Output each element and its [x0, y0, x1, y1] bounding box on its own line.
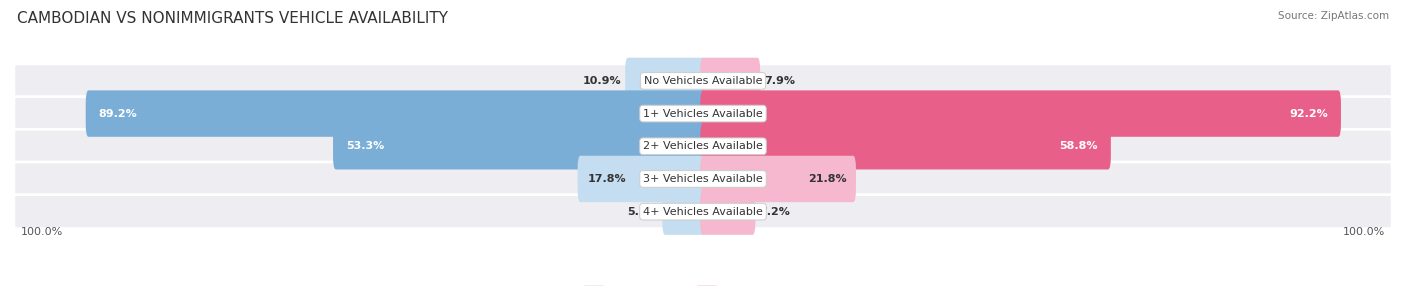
Text: 58.8%: 58.8%: [1059, 141, 1098, 151]
Text: 7.9%: 7.9%: [765, 76, 796, 86]
Text: 1+ Vehicles Available: 1+ Vehicles Available: [643, 109, 763, 119]
Text: No Vehicles Available: No Vehicles Available: [644, 76, 762, 86]
FancyBboxPatch shape: [700, 156, 856, 202]
Legend: Cambodian, Nonimmigrants: Cambodian, Nonimmigrants: [579, 281, 827, 286]
FancyBboxPatch shape: [14, 97, 1392, 131]
Text: 17.8%: 17.8%: [588, 174, 626, 184]
FancyBboxPatch shape: [14, 195, 1392, 229]
FancyBboxPatch shape: [14, 64, 1392, 98]
Text: 5.5%: 5.5%: [627, 207, 658, 217]
Text: CAMBODIAN VS NONIMMIGRANTS VEHICLE AVAILABILITY: CAMBODIAN VS NONIMMIGRANTS VEHICLE AVAIL…: [17, 11, 449, 26]
Text: 2+ Vehicles Available: 2+ Vehicles Available: [643, 141, 763, 151]
FancyBboxPatch shape: [333, 123, 706, 170]
FancyBboxPatch shape: [700, 58, 761, 104]
Text: 7.2%: 7.2%: [759, 207, 790, 217]
FancyBboxPatch shape: [626, 58, 706, 104]
FancyBboxPatch shape: [578, 156, 706, 202]
Text: 100.0%: 100.0%: [1343, 227, 1385, 237]
FancyBboxPatch shape: [700, 90, 1341, 137]
Text: 21.8%: 21.8%: [807, 174, 846, 184]
Text: 10.9%: 10.9%: [582, 76, 621, 86]
FancyBboxPatch shape: [700, 123, 1111, 170]
FancyBboxPatch shape: [86, 90, 706, 137]
Text: 53.3%: 53.3%: [346, 141, 384, 151]
FancyBboxPatch shape: [14, 162, 1392, 196]
Text: Source: ZipAtlas.com: Source: ZipAtlas.com: [1278, 11, 1389, 21]
FancyBboxPatch shape: [662, 188, 706, 235]
FancyBboxPatch shape: [700, 188, 755, 235]
Text: 92.2%: 92.2%: [1289, 109, 1327, 119]
Text: 89.2%: 89.2%: [98, 109, 138, 119]
Text: 100.0%: 100.0%: [21, 227, 63, 237]
FancyBboxPatch shape: [14, 129, 1392, 163]
Text: 3+ Vehicles Available: 3+ Vehicles Available: [643, 174, 763, 184]
Text: 4+ Vehicles Available: 4+ Vehicles Available: [643, 207, 763, 217]
